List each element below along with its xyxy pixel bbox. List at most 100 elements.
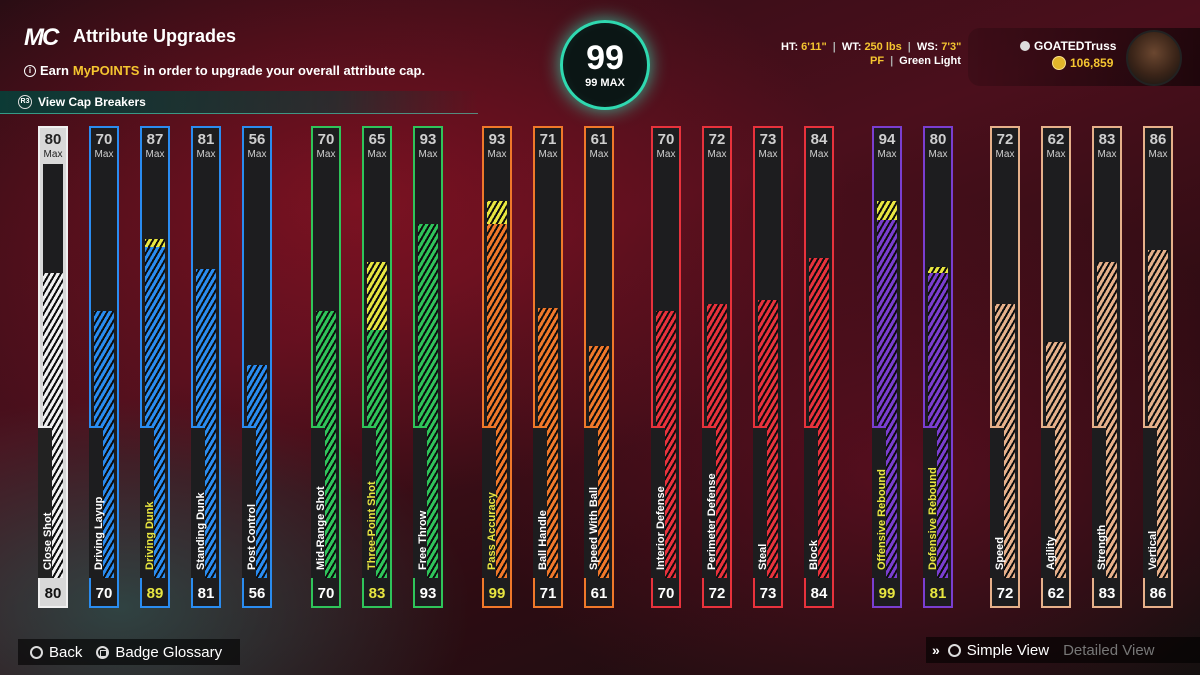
attribute-max-label: Max <box>589 149 609 160</box>
attribute-bar-vertical[interactable]: 86 Max Vertical 86 <box>1143 126 1173 608</box>
attribute-cap-value: 71 <box>539 131 557 148</box>
attribute-label-tab <box>311 426 325 578</box>
attribute-current-value: 73 <box>759 585 777 602</box>
attribute-current-value: 72 <box>708 585 726 602</box>
attribute-bar-driving-dunk[interactable]: 87 Max Driving Dunk 89 <box>140 126 170 608</box>
view-cap-breakers-button[interactable]: R3 View Cap Breakers <box>0 91 478 114</box>
attribute-name: Three-Point Shot <box>366 481 378 570</box>
attribute-upgrade-fill <box>928 267 948 273</box>
attribute-max-label: Max <box>487 149 507 160</box>
player-bio-measurements: HT: 6'11" | WT: 250 lbs | WS: 7'3" <box>781 41 962 53</box>
attribute-bar-free-throw[interactable]: 93 Max Free Throw 93 <box>413 126 443 608</box>
attribute-cap-value: 70 <box>317 131 335 148</box>
attribute-max-label: Max <box>1148 149 1168 160</box>
attribute-bar-offensive-rebound[interactable]: 94 Max Offensive Rebound 99 <box>872 126 902 608</box>
view-cap-breakers-label: View Cap Breakers <box>38 95 146 109</box>
attribute-upgrade-fill <box>487 201 507 224</box>
attribute-label-tab <box>753 426 767 578</box>
overall-rating-value: 99 <box>586 39 624 77</box>
subtitle-pre: Earn <box>40 63 69 78</box>
gamertag: GOATEDTruss <box>1020 39 1116 53</box>
attribute-max-label: Max <box>367 149 387 160</box>
attribute-bar-speed[interactable]: 72 Max Speed 72 <box>990 126 1020 608</box>
page-subtitle: i Earn MyPOINTS in order to upgrade your… <box>24 63 425 78</box>
attribute-label-tab <box>362 426 376 578</box>
attribute-current-value: 83 <box>368 585 386 602</box>
attribute-bar-pass-accuracy[interactable]: 93 Max Pass Accuracy 99 <box>482 126 512 608</box>
overall-max-label: 99 MAX <box>585 77 625 89</box>
r3-button-icon: R3 <box>18 95 32 109</box>
attribute-bar-perimeter-defense[interactable]: 72 Max Perimeter Defense 72 <box>702 126 732 608</box>
attribute-max-label: Max <box>656 149 676 160</box>
badge-glossary-button[interactable]: Badge Glossary <box>96 644 222 661</box>
attribute-name: Interior Defense <box>655 486 667 570</box>
attribute-bar-steal[interactable]: 73 Max Steal 73 <box>753 126 783 608</box>
attribute-bar-strength[interactable]: 83 Max Strength 83 <box>1092 126 1122 608</box>
attribute-label-tab <box>242 426 256 578</box>
gamertag-text: GOATEDTruss <box>1034 39 1117 53</box>
height-label: HT: <box>781 41 799 53</box>
attribute-label-tab <box>191 426 205 578</box>
attribute-bar-agility[interactable]: 62 Max Agility 62 <box>1041 126 1071 608</box>
attribute-current-value: 89 <box>146 585 164 602</box>
attribute-current-value: 99 <box>488 585 506 602</box>
attribute-bar-defensive-rebound[interactable]: 80 Max Defensive Rebound 81 <box>923 126 953 608</box>
attribute-name: Pass Accuracy <box>486 492 498 570</box>
attribute-cap-value: 56 <box>248 131 266 148</box>
attribute-name: Vertical <box>1147 530 1159 570</box>
attribute-bar-standing-dunk[interactable]: 81 Max Standing Dunk 81 <box>191 126 221 608</box>
attribute-cap-value: 70 <box>657 131 675 148</box>
attribute-cap-value: 87 <box>146 131 164 148</box>
attribute-label-tab <box>1143 426 1157 578</box>
attribute-max-label: Max <box>196 149 216 160</box>
attribute-cap-value: 70 <box>95 131 113 148</box>
attribute-bar-three-point-shot[interactable]: 65 Max Three-Point Shot 83 <box>362 126 392 608</box>
attribute-bar-interior-defense[interactable]: 70 Max Interior Defense 70 <box>651 126 681 608</box>
back-button[interactable]: Back <box>30 644 82 661</box>
attribute-bar-post-control[interactable]: 56 Max Post Control 56 <box>242 126 272 608</box>
attribute-bar-ball-handle[interactable]: 71 Max Ball Handle 71 <box>533 126 563 608</box>
attribute-max-label: Max <box>809 149 829 160</box>
attribute-max-label: Max <box>418 149 438 160</box>
attribute-bar-speed-with-ball[interactable]: 61 Max Speed With Ball 61 <box>584 126 614 608</box>
attribute-cap-value: 84 <box>810 131 828 148</box>
attribute-bar-close-shot[interactable]: 80 Max Close Shot 80 <box>38 126 68 608</box>
attribute-cap-value: 86 <box>1149 131 1167 148</box>
simple-view-button[interactable]: Simple View <box>947 642 1049 659</box>
attribute-name: Ball Handle <box>537 510 549 570</box>
attribute-bar-mid-range-shot[interactable]: 70 Max Mid-Range Shot 70 <box>311 126 341 608</box>
attribute-cap-value: 93 <box>488 131 506 148</box>
attribute-max-label: Max <box>43 149 63 160</box>
attribute-name: Mid-Range Shot <box>315 486 327 570</box>
detailed-view-button[interactable]: Detailed View <box>1063 641 1155 659</box>
attribute-current-value: 62 <box>1047 585 1065 602</box>
subtitle-mypoints: MyPOINTS <box>72 63 140 78</box>
playstation-icon <box>1020 41 1030 51</box>
attribute-max-label: Max <box>995 149 1015 160</box>
attribute-cap-value: 83 <box>1098 131 1116 148</box>
attribute-name: Driving Layup <box>93 496 105 570</box>
attribute-max-label: Max <box>758 149 778 160</box>
attribute-cap-value: 62 <box>1047 131 1065 148</box>
attribute-label-tab <box>38 426 52 578</box>
square-button-icon <box>96 645 110 659</box>
attribute-name: Post Control <box>246 504 258 570</box>
attribute-label-tab <box>990 426 1004 578</box>
attribute-current-value: 61 <box>590 585 608 602</box>
back-label: Back <box>49 643 83 661</box>
attribute-label-tab <box>584 426 598 578</box>
attribute-bar-driving-layup[interactable]: 70 Max Driving Layup 70 <box>89 126 119 608</box>
attribute-current-value: 70 <box>657 585 675 602</box>
attribute-current-value: 99 <box>878 585 896 602</box>
attribute-max-label: Max <box>316 149 336 160</box>
attribute-cap-value: 81 <box>197 131 215 148</box>
attribute-current-value: 70 <box>95 585 113 602</box>
attribute-bar-block[interactable]: 84 Max Block 84 <box>804 126 834 608</box>
vc-balance: 106,859 <box>1052 56 1113 70</box>
archetype-value: Green Light <box>899 55 961 67</box>
attribute-max-label: Max <box>247 149 267 160</box>
attribute-label-tab <box>923 426 937 578</box>
attribute-max-label: Max <box>877 149 897 160</box>
attribute-name: Agility <box>1045 536 1057 570</box>
attribute-cap-value: 73 <box>759 131 777 148</box>
